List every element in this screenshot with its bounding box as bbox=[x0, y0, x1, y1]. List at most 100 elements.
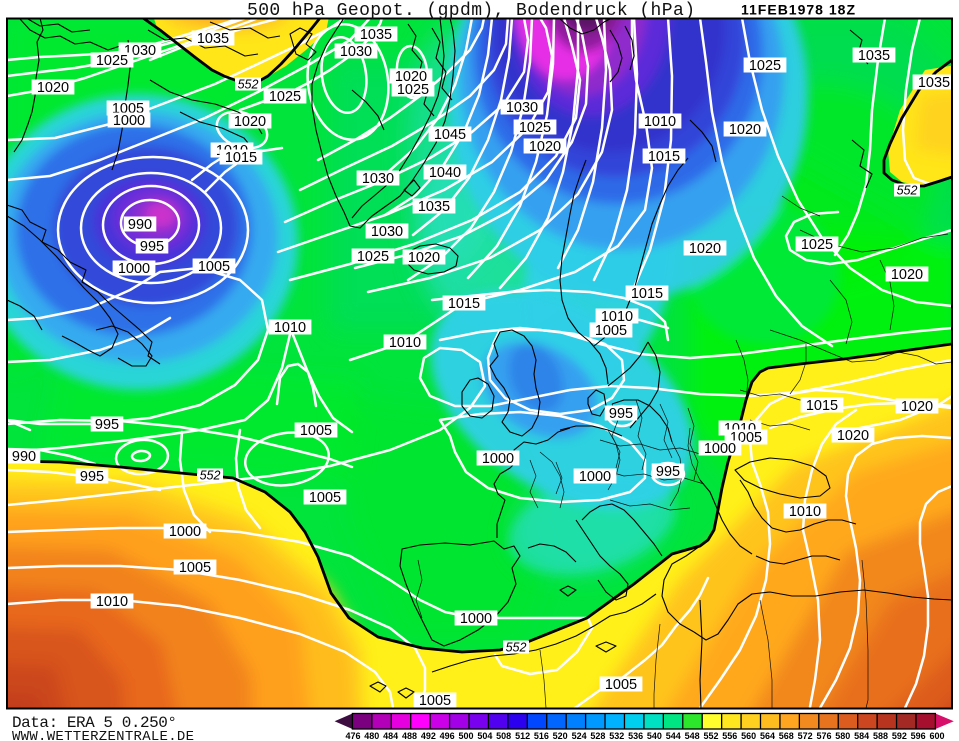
svg-text:1005: 1005 bbox=[419, 693, 451, 709]
svg-text:1030: 1030 bbox=[371, 224, 403, 240]
svg-text:592: 592 bbox=[892, 731, 907, 741]
svg-text:990: 990 bbox=[12, 449, 36, 465]
svg-text:1025: 1025 bbox=[749, 58, 781, 74]
svg-text:476: 476 bbox=[345, 731, 360, 741]
svg-text:1000: 1000 bbox=[118, 261, 150, 277]
svg-text:572: 572 bbox=[798, 731, 813, 741]
svg-text:536: 536 bbox=[628, 731, 643, 741]
svg-text:540: 540 bbox=[647, 731, 662, 741]
svg-text:1015: 1015 bbox=[225, 150, 257, 166]
svg-text:1025: 1025 bbox=[519, 120, 551, 136]
svg-text:995: 995 bbox=[609, 406, 633, 422]
svg-text:1010: 1010 bbox=[644, 114, 676, 130]
svg-text:1000: 1000 bbox=[704, 441, 736, 457]
svg-text:995: 995 bbox=[95, 417, 119, 433]
svg-text:552: 552 bbox=[238, 78, 259, 92]
svg-text:488: 488 bbox=[402, 731, 417, 741]
svg-text:1030: 1030 bbox=[362, 171, 394, 187]
svg-text:1010: 1010 bbox=[789, 504, 821, 520]
svg-text:524: 524 bbox=[572, 731, 587, 741]
svg-text:1005: 1005 bbox=[309, 490, 341, 506]
svg-text:1025: 1025 bbox=[801, 237, 833, 253]
svg-text:552: 552 bbox=[200, 469, 221, 483]
svg-text:1020: 1020 bbox=[891, 267, 923, 283]
svg-text:WWW.WETTERZENTRALE.DE: WWW.WETTERZENTRALE.DE bbox=[12, 729, 194, 741]
svg-text:588: 588 bbox=[873, 731, 888, 741]
svg-text:1000: 1000 bbox=[482, 451, 514, 467]
svg-text:1000: 1000 bbox=[460, 611, 492, 627]
svg-text:596: 596 bbox=[911, 731, 926, 741]
svg-text:1005: 1005 bbox=[300, 423, 332, 439]
svg-text:Data: ERA 5 0.250°: Data: ERA 5 0.250° bbox=[12, 714, 177, 732]
svg-text:500 hPa Geopot. (gpdm), Bodend: 500 hPa Geopot. (gpdm), Bodendruck (hPa) bbox=[247, 1, 695, 21]
svg-text:1000: 1000 bbox=[113, 113, 145, 129]
svg-text:1015: 1015 bbox=[631, 286, 663, 302]
svg-text:544: 544 bbox=[666, 731, 681, 741]
svg-text:1020: 1020 bbox=[234, 114, 266, 130]
svg-text:1020: 1020 bbox=[837, 428, 869, 444]
svg-text:556: 556 bbox=[722, 731, 737, 741]
svg-text:1040: 1040 bbox=[429, 165, 461, 181]
svg-text:1020: 1020 bbox=[689, 241, 721, 257]
svg-text:500: 500 bbox=[458, 731, 473, 741]
svg-text:516: 516 bbox=[534, 731, 549, 741]
svg-text:508: 508 bbox=[496, 731, 511, 741]
svg-text:552: 552 bbox=[703, 731, 718, 741]
svg-text:1005: 1005 bbox=[605, 677, 637, 693]
svg-text:568: 568 bbox=[779, 731, 794, 741]
svg-text:1020: 1020 bbox=[729, 122, 761, 138]
svg-text:1020: 1020 bbox=[408, 250, 440, 266]
svg-text:1045: 1045 bbox=[434, 127, 466, 143]
svg-text:1010: 1010 bbox=[274, 320, 306, 336]
svg-text:580: 580 bbox=[835, 731, 850, 741]
svg-text:1005: 1005 bbox=[198, 259, 230, 275]
svg-text:995: 995 bbox=[140, 239, 164, 255]
svg-text:1035: 1035 bbox=[918, 75, 950, 91]
svg-text:995: 995 bbox=[656, 464, 680, 480]
svg-text:1000: 1000 bbox=[169, 524, 201, 540]
svg-text:484: 484 bbox=[383, 731, 398, 741]
svg-text:552: 552 bbox=[506, 641, 527, 655]
svg-text:1010: 1010 bbox=[96, 594, 128, 610]
svg-text:548: 548 bbox=[685, 731, 700, 741]
svg-text:1020: 1020 bbox=[395, 69, 427, 85]
svg-text:1025: 1025 bbox=[357, 249, 389, 265]
svg-text:995: 995 bbox=[80, 469, 104, 485]
svg-text:1025: 1025 bbox=[397, 82, 429, 98]
svg-text:1035: 1035 bbox=[858, 48, 890, 64]
svg-text:1005: 1005 bbox=[179, 560, 211, 576]
svg-text:1030: 1030 bbox=[340, 44, 372, 60]
svg-text:1035: 1035 bbox=[197, 31, 229, 47]
svg-text:990: 990 bbox=[128, 217, 152, 233]
svg-text:1010: 1010 bbox=[389, 335, 421, 351]
svg-text:480: 480 bbox=[364, 731, 379, 741]
svg-text:560: 560 bbox=[741, 731, 756, 741]
svg-text:600: 600 bbox=[929, 731, 944, 741]
svg-text:1010: 1010 bbox=[601, 309, 633, 325]
svg-text:1020: 1020 bbox=[529, 139, 561, 155]
svg-text:1035: 1035 bbox=[360, 27, 392, 43]
svg-text:532: 532 bbox=[609, 731, 624, 741]
svg-text:1025: 1025 bbox=[96, 53, 128, 69]
svg-text:528: 528 bbox=[590, 731, 605, 741]
svg-text:1020: 1020 bbox=[901, 399, 933, 415]
svg-text:1030: 1030 bbox=[506, 100, 538, 116]
svg-text:552: 552 bbox=[897, 184, 918, 198]
svg-text:492: 492 bbox=[421, 731, 436, 741]
svg-text:1015: 1015 bbox=[806, 398, 838, 414]
svg-text:1005: 1005 bbox=[595, 323, 627, 339]
svg-text:1020: 1020 bbox=[37, 80, 69, 96]
svg-text:1025: 1025 bbox=[269, 89, 301, 105]
svg-text:504: 504 bbox=[477, 731, 492, 741]
svg-text:1015: 1015 bbox=[648, 149, 680, 165]
svg-text:496: 496 bbox=[440, 731, 455, 741]
svg-text:520: 520 bbox=[553, 731, 568, 741]
svg-text:564: 564 bbox=[760, 731, 775, 741]
svg-text:11FEB1978 18Z: 11FEB1978 18Z bbox=[741, 2, 855, 18]
svg-text:512: 512 bbox=[515, 731, 530, 741]
svg-text:1015: 1015 bbox=[448, 296, 480, 312]
svg-text:584: 584 bbox=[854, 731, 869, 741]
svg-text:1035: 1035 bbox=[418, 199, 450, 215]
svg-text:576: 576 bbox=[816, 731, 831, 741]
svg-text:1000: 1000 bbox=[579, 469, 611, 485]
